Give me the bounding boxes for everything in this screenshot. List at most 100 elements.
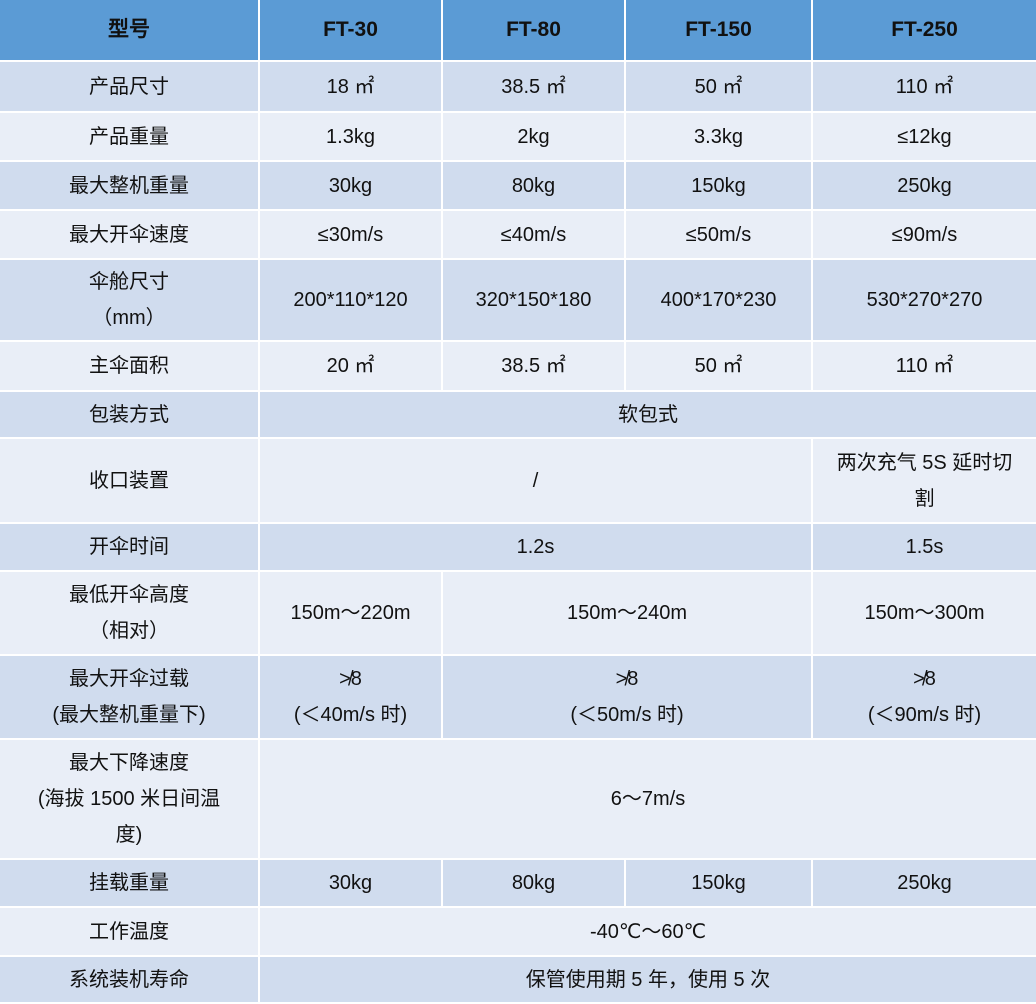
table-cell: ≤40m/s bbox=[443, 211, 624, 258]
cell-text-line: 收口装置 bbox=[89, 469, 169, 492]
cell-text-line: 50 ㎡ bbox=[694, 75, 743, 98]
table-cell: 30kg bbox=[260, 860, 441, 906]
cell-text-line: 250kg bbox=[897, 872, 952, 894]
table-cell: 30kg bbox=[260, 162, 441, 209]
cell-text-line: 产品重量 bbox=[89, 125, 169, 148]
table-cell: 50 ㎡ bbox=[626, 342, 811, 390]
table-cell: 18 ㎡ bbox=[260, 62, 441, 111]
cell-text-line: -40℃～60℃ bbox=[589, 920, 707, 943]
cell-text-line: （相对） bbox=[89, 620, 169, 642]
row-label: 收口装置 bbox=[0, 439, 258, 522]
table-row: 最大下降速度 (海拔 1500 米日间温 度) 6～7m/s bbox=[0, 740, 1036, 858]
cell-text-line: 150kg bbox=[691, 174, 746, 197]
cell-text-line: 产品尺寸 bbox=[89, 75, 169, 98]
table-cell: ≤50m/s bbox=[626, 211, 811, 258]
table-cell: 110 ㎡ bbox=[813, 342, 1036, 390]
table-row: 挂载重量 30kg 80kg 150kg 250kg bbox=[0, 860, 1036, 906]
row-label: 最大整机重量 bbox=[0, 162, 258, 209]
cell-text-line: 150m～300m bbox=[864, 602, 985, 624]
table-cell: 250kg bbox=[813, 162, 1036, 209]
table-cell: ≤90m/s bbox=[813, 211, 1036, 258]
row-label: 挂载重量 bbox=[0, 860, 258, 906]
cell-text-line: 割 bbox=[914, 487, 935, 510]
cell-text-line: ≯8 bbox=[339, 668, 362, 690]
table-row: 收口装置 / 两次充气 5S 延时切割 bbox=[0, 439, 1036, 522]
cell-text-line: 1.2s bbox=[516, 536, 555, 558]
header-cell: 型号 bbox=[0, 0, 258, 60]
table-cell: 150m～300m bbox=[813, 572, 1036, 654]
cell-text-line: 530*270*270 bbox=[866, 289, 983, 311]
table-cell: 1.5s bbox=[813, 524, 1036, 570]
table-cell: 150m～220m bbox=[260, 572, 441, 654]
cell-text-line: 110 ㎡ bbox=[895, 75, 954, 98]
cell-text-line: 38.5 ㎡ bbox=[501, 355, 566, 377]
cell-text-line: 6～7m/s bbox=[610, 788, 686, 810]
table-cell: 1.3kg bbox=[260, 113, 441, 160]
table-cell: 1.2s bbox=[260, 524, 811, 570]
header-cell: FT-80 bbox=[443, 0, 624, 60]
row-label: 最大开伞速度 bbox=[0, 211, 258, 258]
cell-text-line: 包装方式 bbox=[89, 403, 169, 426]
cell-text-line: 最大整机重量 bbox=[69, 174, 189, 197]
cell-text-line: 挂载重量 bbox=[89, 872, 169, 894]
cell-text-line: ≤90m/s bbox=[891, 223, 958, 246]
table-cell: 150m～240m bbox=[443, 572, 811, 654]
cell-text-line: （mm） bbox=[92, 307, 166, 329]
cell-text-line: 150kg bbox=[691, 872, 746, 894]
table-row: 包装方式 软包式 bbox=[0, 392, 1036, 437]
cell-text-line: 度) bbox=[115, 824, 143, 846]
cell-text-line: 1.3kg bbox=[326, 125, 375, 148]
row-label: 系统装机寿命 bbox=[0, 957, 258, 1002]
cell-text-line: FT-150 bbox=[685, 18, 752, 41]
cell-text-line: ≤12kg bbox=[897, 125, 952, 148]
cell-text-line: 18 ㎡ bbox=[326, 75, 375, 98]
cell-text-line: 伞舱尺寸 bbox=[89, 271, 169, 293]
table-cell: 250kg bbox=[813, 860, 1036, 906]
table-cell: 38.5 ㎡ bbox=[443, 342, 624, 390]
cell-text-line: (＜90m/s 时) bbox=[867, 704, 982, 726]
table-cell: ≯8 (＜50m/s 时) bbox=[443, 656, 811, 738]
row-label: 产品尺寸 bbox=[0, 62, 258, 111]
table-cell: 320*150*180 bbox=[443, 260, 624, 340]
table-cell: ≤12kg bbox=[813, 113, 1036, 160]
table-cell: ≯8 (＜40m/s 时) bbox=[260, 656, 441, 738]
cell-text-line: ≤50m/s bbox=[685, 223, 752, 246]
cell-text-line: 3.3kg bbox=[694, 125, 743, 148]
cell-text-line: FT-30 bbox=[323, 18, 378, 41]
cell-text-line: FT-250 bbox=[891, 18, 958, 41]
table-cell: 38.5 ㎡ bbox=[443, 62, 624, 111]
cell-text-line: (＜50m/s 时) bbox=[570, 704, 684, 726]
cell-text-line: 工作温度 bbox=[89, 920, 169, 943]
cell-text-line: / bbox=[532, 469, 539, 492]
table-cell: 150kg bbox=[626, 860, 811, 906]
table-cell: 保管使用期 5 年，使用 5 次 bbox=[260, 957, 1036, 1002]
cell-text-line: 软包式 bbox=[618, 403, 678, 426]
cell-text-line: 150m～220m bbox=[290, 602, 411, 624]
table-cell: ≤30m/s bbox=[260, 211, 441, 258]
table-cell: ≯8 (＜90m/s 时) bbox=[813, 656, 1036, 738]
table-cell: 6～7m/s bbox=[260, 740, 1036, 858]
cell-text-line: ≤40m/s bbox=[500, 223, 567, 246]
table-row: 最大整机重量 30kg 80kg 150kg 250kg bbox=[0, 162, 1036, 209]
table-cell: 110 ㎡ bbox=[813, 62, 1036, 111]
cell-text-line: 系统装机寿命 bbox=[69, 968, 189, 991]
table-cell: 80kg bbox=[443, 860, 624, 906]
cell-text-line: 最大开伞过载 bbox=[69, 668, 189, 690]
cell-text-line: 保管使用期 5 年，使用 5 次 bbox=[525, 968, 771, 991]
cell-text-line: 两次充气 5S 延时切 bbox=[836, 451, 1013, 474]
row-label: 包装方式 bbox=[0, 392, 258, 437]
cell-text-line: 80kg bbox=[511, 872, 556, 894]
cell-text-line: 开伞时间 bbox=[89, 536, 169, 558]
cell-text-line: 主伞面积 bbox=[89, 355, 169, 377]
cell-text-line: 80kg bbox=[511, 174, 556, 197]
table-row: 开伞时间 1.2s 1.5s bbox=[0, 524, 1036, 570]
cell-text-line: 最大开伞速度 bbox=[69, 223, 189, 246]
cell-text-line: 38.5 ㎡ bbox=[501, 75, 566, 98]
table-cell: 软包式 bbox=[260, 392, 1036, 437]
table-cell: 200*110*120 bbox=[260, 260, 441, 340]
table-row: 产品尺寸 18 ㎡ 38.5 ㎡ 50 ㎡ 110 ㎡ bbox=[0, 62, 1036, 111]
header-cell: FT-250 bbox=[813, 0, 1036, 60]
row-label: 最大下降速度 (海拔 1500 米日间温 度) bbox=[0, 740, 258, 858]
table-cell: 80kg bbox=[443, 162, 624, 209]
table-row: 主伞面积 20 ㎡ 38.5 ㎡ 50 ㎡ 110 ㎡ bbox=[0, 342, 1036, 390]
